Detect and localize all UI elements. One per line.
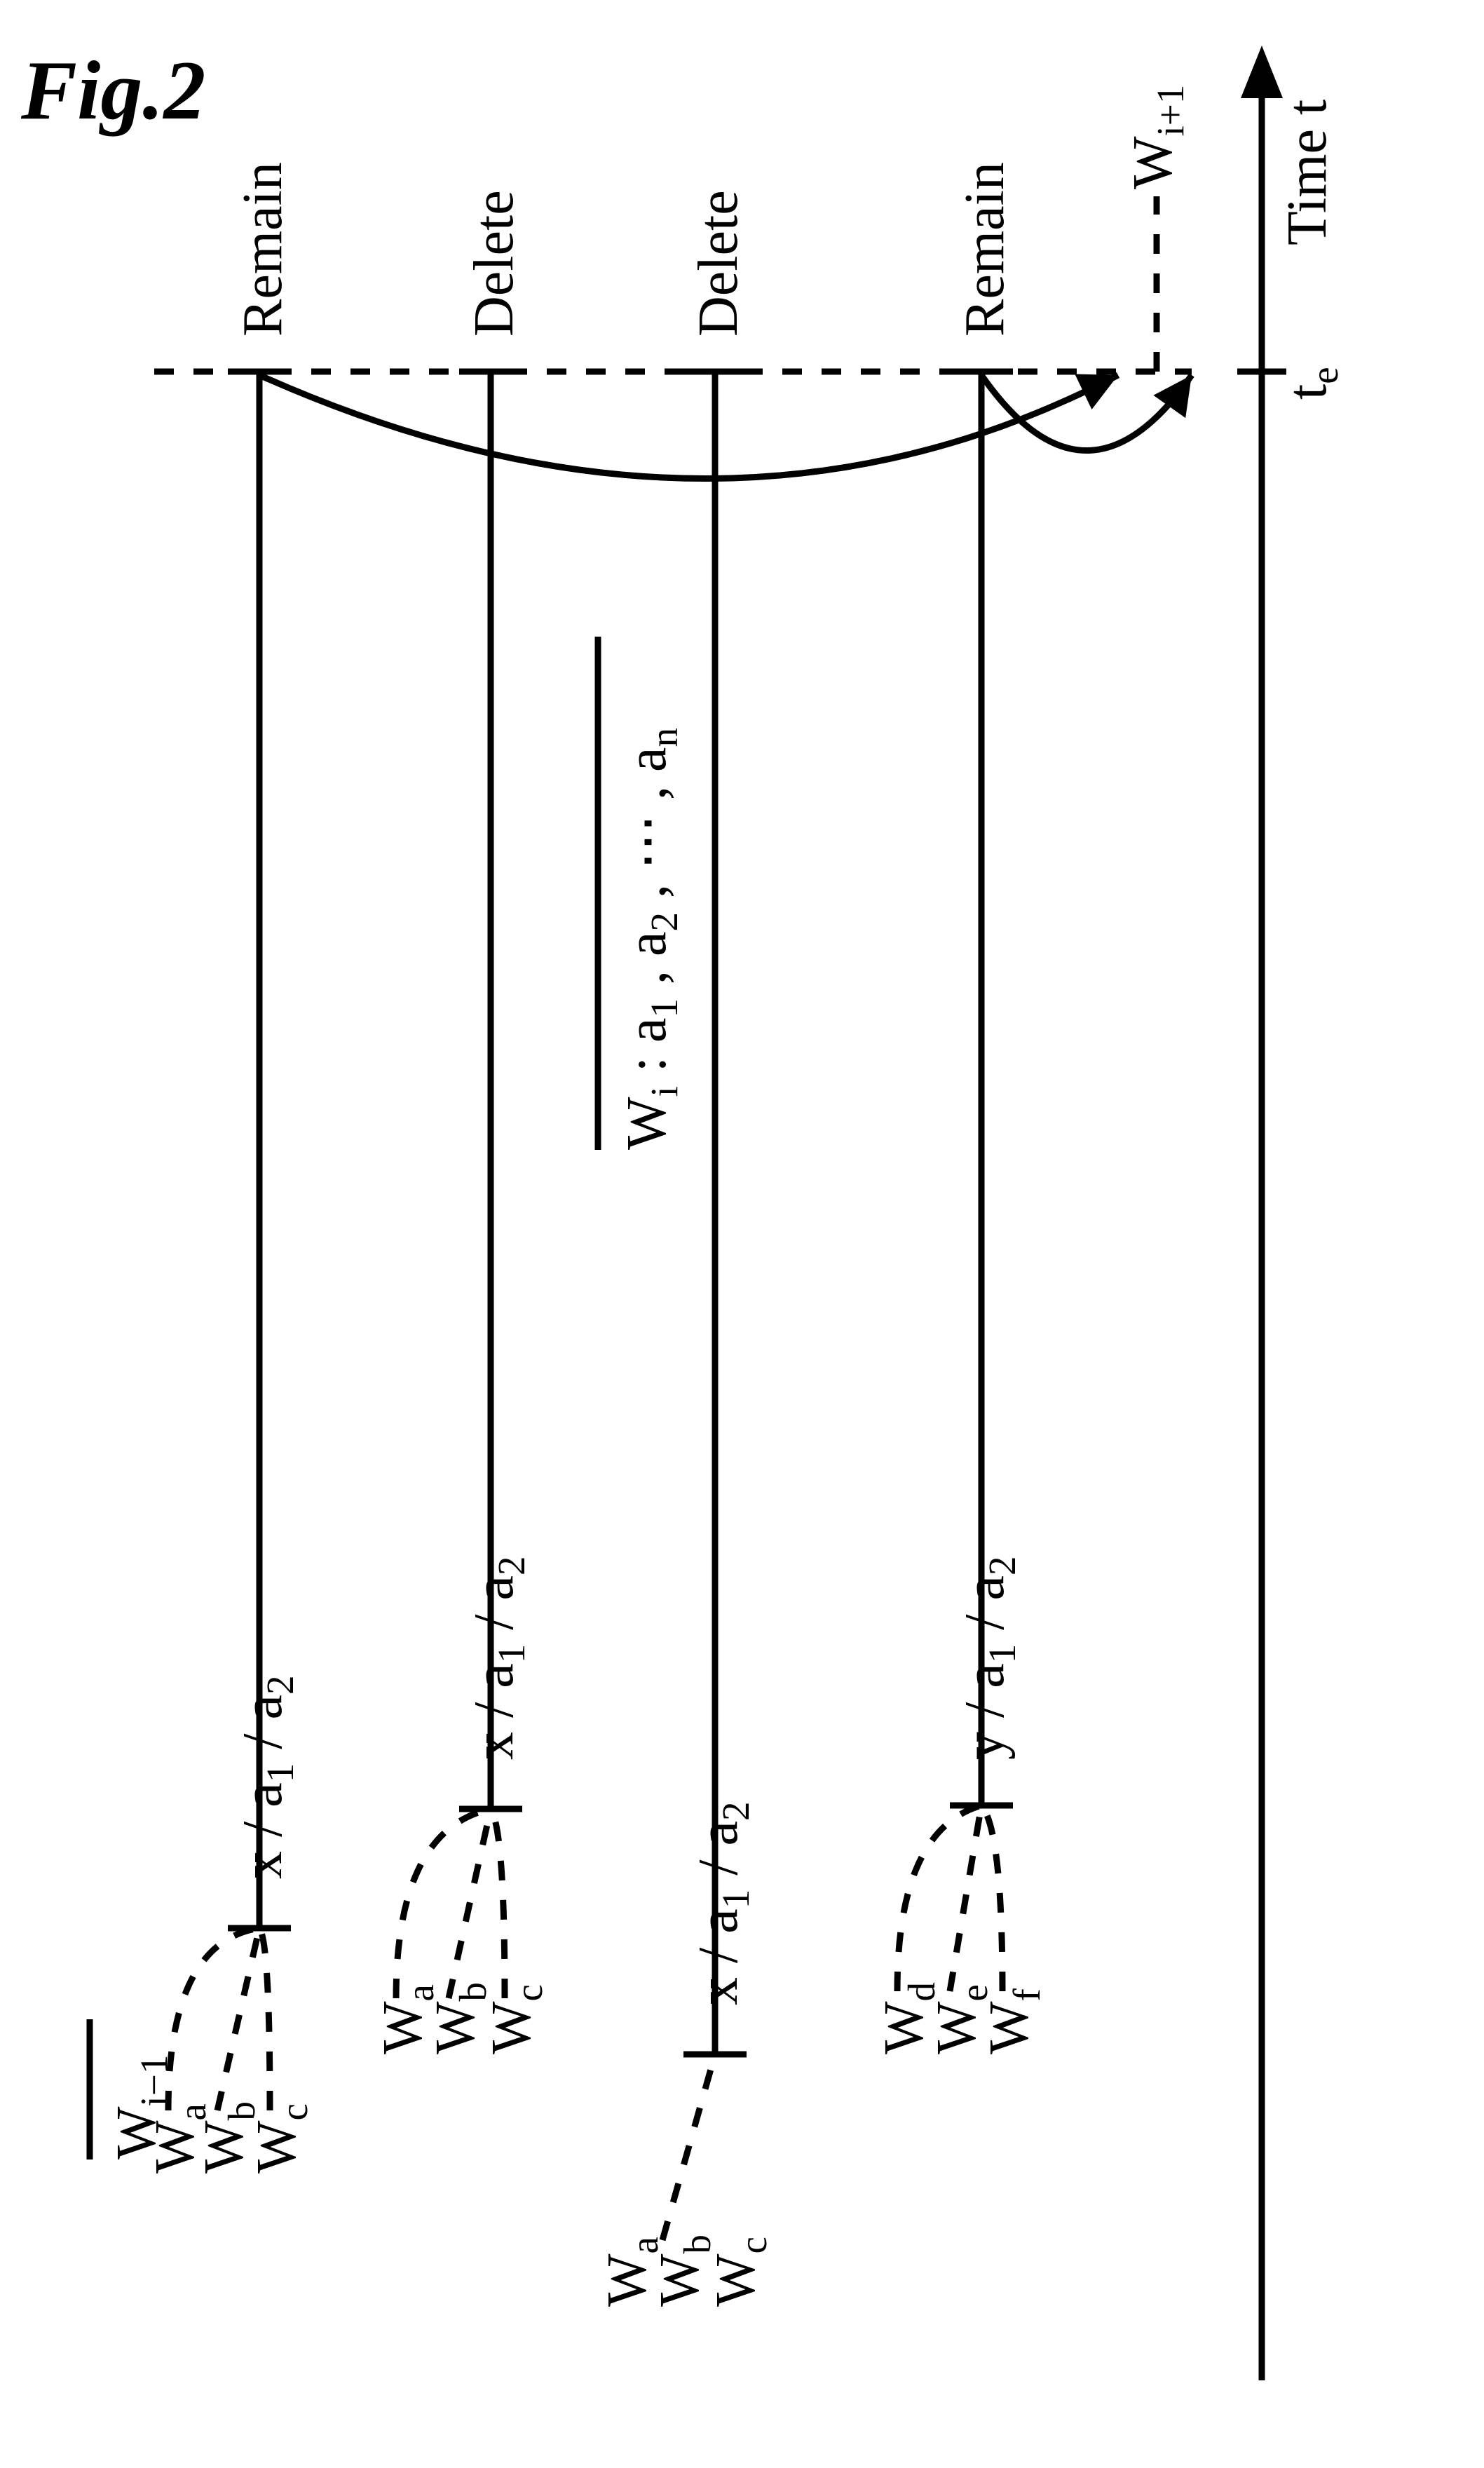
label-delete-2: Delete	[463, 190, 526, 337]
label-remain-1: Remain	[231, 162, 295, 337]
label-time-t: Time t	[1276, 100, 1340, 245]
label-x-a1-a2-1: x / a1 / a2	[231, 1676, 302, 1879]
label-wc-1: Wc	[245, 2103, 316, 2174]
label-remain-4: Remain	[953, 162, 1017, 337]
label-delete-3: Delete	[687, 190, 751, 337]
label-w-i-plus-1: Wi+1	[1122, 85, 1192, 189]
label-wc-2: Wc	[480, 1984, 551, 2054]
figure-title: Fig.2	[21, 42, 205, 139]
label-y-a1-a2-4: y / a1 / a2	[953, 1557, 1024, 1760]
label-te: te	[1276, 367, 1347, 400]
label-x-a1-a2-2: x / a1 / a2	[463, 1557, 533, 1760]
label-wc-3: Wc	[704, 2237, 775, 2307]
label-wf-4: Wf	[978, 1988, 1049, 2054]
diagram-svg	[0, 0, 1484, 2468]
label-wi-sequence: Wi : a1 , a2 , ⋯ , an	[613, 728, 686, 1150]
label-x-a1-a2-3: x / a1 / a2	[687, 1802, 758, 2005]
